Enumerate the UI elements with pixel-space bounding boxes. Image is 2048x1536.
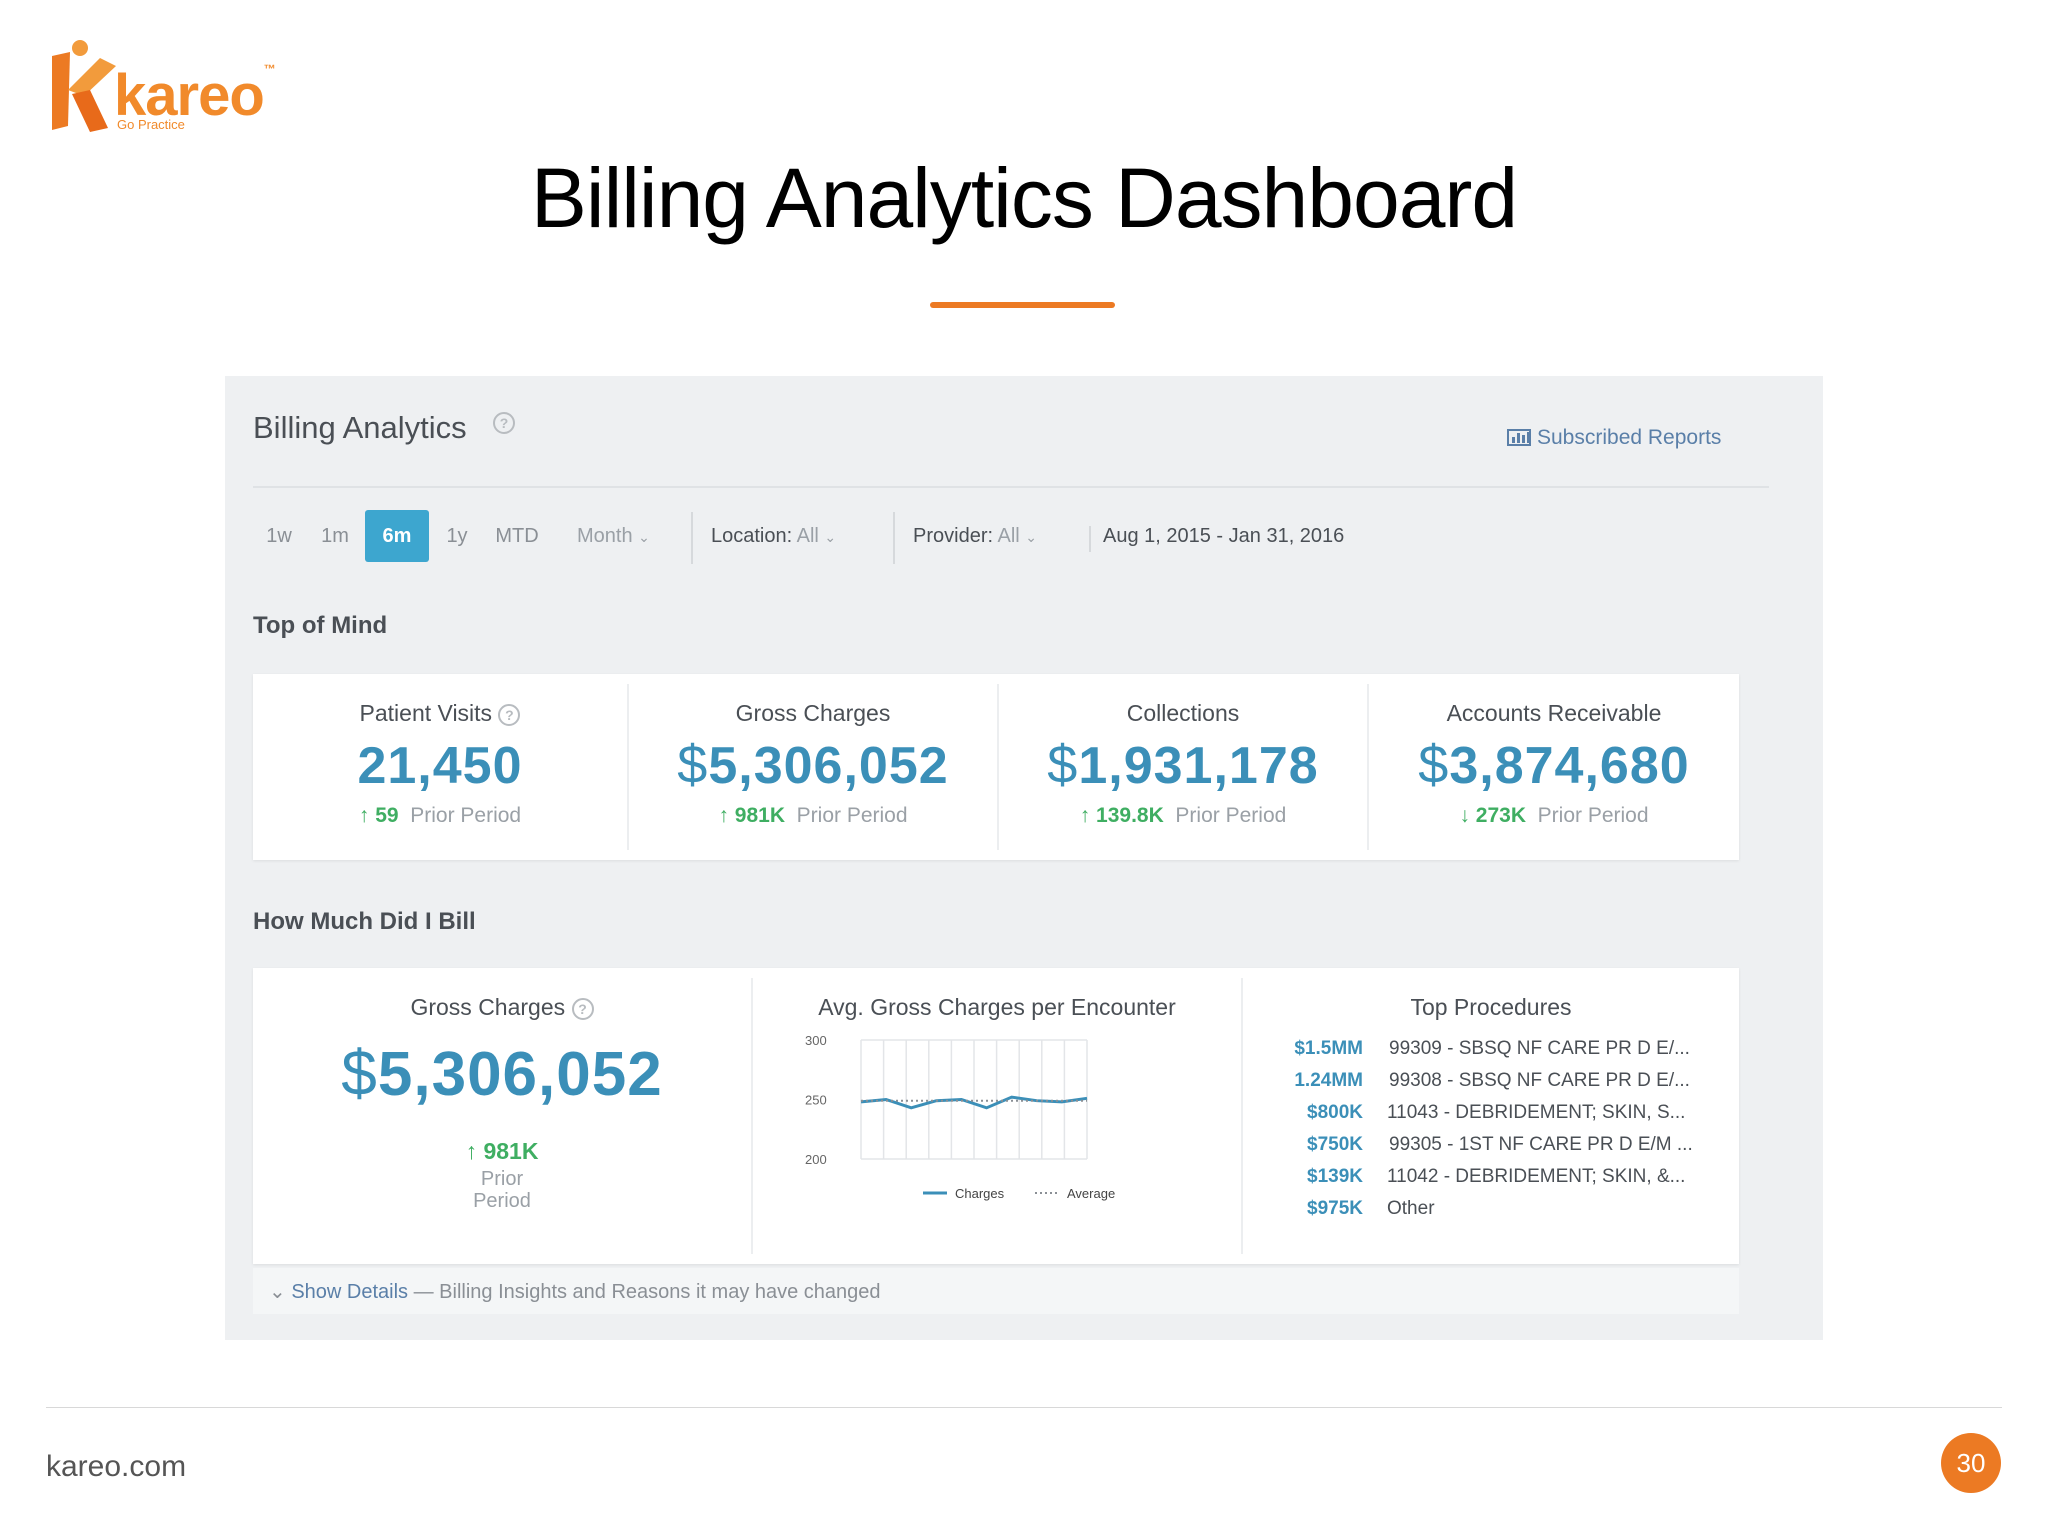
avg-charges-line-chart: 300 250 200 Charges Average — [805, 1034, 1115, 1201]
range-6m-button[interactable]: 6m — [365, 510, 429, 562]
range-mtd-button[interactable]: MTD — [495, 525, 539, 547]
y-tick-label: 300 — [805, 1034, 827, 1048]
chevron-down-icon: ⌄ — [638, 529, 650, 545]
range-1m-button[interactable]: 1m — [321, 525, 349, 547]
kpi-value: $5,306,052 — [677, 735, 949, 795]
kpi-change: ↑ 981K Prior Period — [718, 804, 908, 827]
how-much-heading: How Much Did I Bill — [253, 908, 476, 935]
chevron-down-icon: ⌄ — [269, 1281, 286, 1303]
kareo-k-icon — [52, 40, 116, 132]
kpi-change: ↑ 139.8K Prior Period — [1079, 804, 1287, 827]
kpi-label: Collections — [1126, 700, 1240, 726]
kpi-divider — [627, 684, 629, 850]
kpi-label: Gross Charges — [735, 700, 891, 726]
date-range[interactable]: Aug 1, 2015 - Jan 31, 2016 — [1103, 525, 1345, 547]
kpi-value: 21,450 — [357, 737, 523, 795]
arrow-up-icon: ↑ — [465, 1138, 478, 1164]
gross-charges-label: Gross Charges ? — [253, 994, 751, 1021]
bill-divider — [751, 978, 753, 1254]
kpi-divider — [1367, 684, 1369, 850]
panel-title: Billing Analytics — [253, 410, 467, 445]
kpi-change: ↓ 273K Prior Period — [1459, 804, 1649, 827]
range-1w-button[interactable]: 1w — [266, 525, 292, 547]
help-icon[interactable]: ? — [498, 703, 521, 726]
kpi-change: ↑ 59 Prior Period — [358, 804, 522, 827]
kpi-label: Accounts Receivable — [1446, 700, 1662, 726]
footer-url: kareo.com — [46, 1450, 187, 1483]
arrow-down-icon: ↓ — [1459, 804, 1470, 827]
bar-chart-icon — [1507, 429, 1531, 446]
bill-divider — [1241, 978, 1243, 1254]
title-underline — [930, 302, 1115, 308]
kpi-accounts-receivable: Accounts Receivable $3,874,680 ↓ 273K Pr… — [1369, 674, 1739, 860]
kpi-label: Patient Visits ? — [253, 700, 627, 727]
footer-divider — [46, 1407, 2002, 1408]
bill-card-row: Gross Charges ? $5,306,052 ↑ 981K Prior … — [253, 968, 1739, 1264]
show-details-bar[interactable]: ⌄ Show Details — Billing Insights and Re… — [253, 1268, 1739, 1314]
range-1y-button[interactable]: 1y — [446, 525, 468, 547]
kpi-collections: Collections $1,931,178 ↑ 139.8K Prior Pe… — [999, 674, 1367, 860]
top-procedures-title: Top Procedures — [1410, 994, 1572, 1020]
kpi-divider — [997, 684, 999, 850]
chevron-down-icon: ⌄ — [1025, 529, 1038, 545]
top-procedures-card: Top Procedures $1.5MM 99309 - SBSQ NF CAR… — [1243, 968, 1739, 1264]
arrow-up-icon: ↑ — [718, 804, 729, 827]
logo-wordmark: kareo™ — [114, 62, 276, 128]
chart-title: Avg. Gross Charges per Encounter — [818, 994, 1176, 1020]
page-number-badge: 30 — [1941, 1433, 2001, 1493]
gross-charges-change: ↑ 981K — [465, 1138, 539, 1164]
location-select[interactable]: Location: All ⌄ — [711, 525, 837, 547]
subscribed-reports-label: Subscribed Reports — [1537, 426, 1722, 449]
avg-charges-chart-card: Avg. Gross Charges per Encounter 300 250 2… — [753, 968, 1241, 1264]
legend-label-charges: Charges — [955, 1186, 1005, 1201]
filter-separator — [691, 512, 693, 564]
arrow-up-icon: ↑ — [1079, 804, 1091, 827]
kpi-value: $1,931,178 — [1047, 735, 1319, 795]
kpi-patient-visits: Patient Visits ? 21,450 ↑ 59 Prior Perio… — [253, 674, 627, 860]
details-description: — Billing Insights and Reasons it may ha… — [408, 1281, 881, 1303]
kareo-logo: kareo™ Go Practice — [44, 34, 276, 134]
period-select[interactable]: Month ⌄ — [577, 525, 650, 547]
billing-analytics-panel: Billing Analytics ? Subscribed Reports 1… — [225, 376, 1823, 1340]
slide-title: Billing Analytics Dashboard — [530, 151, 1518, 245]
subscribed-reports-link[interactable]: Subscribed Reports — [1507, 426, 1721, 450]
logo-tagline: Go Practice — [117, 117, 185, 132]
series-line-charges — [860, 1095, 1088, 1110]
top-of-mind-heading: Top of Mind — [253, 612, 388, 639]
filter-separator — [893, 512, 895, 564]
help-icon[interactable]: ? — [571, 997, 594, 1020]
kpi-card-row: Patient Visits ? 21,450 ↑ 59 Prior Perio… — [253, 674, 1739, 860]
help-icon[interactable]: ? — [493, 412, 515, 434]
y-tick-label: 250 — [805, 1093, 827, 1108]
gross-charges-card: Gross Charges ? $5,306,052 ↑ 981K Prior … — [253, 968, 751, 1264]
panel-divider — [253, 486, 1769, 488]
show-details-link[interactable]: Show Details — [291, 1281, 409, 1303]
filter-separator — [1089, 526, 1091, 552]
show-details-text[interactable]: ⌄ Show Details — Billing Insights and Re… — [269, 1279, 881, 1304]
y-tick-label: 200 — [805, 1152, 827, 1167]
kpi-value: $3,874,680 — [1418, 735, 1690, 795]
provider-select[interactable]: Provider: All ⌄ — [913, 525, 1038, 547]
legend-label-average: Average — [1067, 1186, 1115, 1201]
arrow-up-icon: ↑ — [358, 804, 370, 827]
prior-period-label: Prior Period — [473, 1168, 531, 1212]
gross-charges-value: $5,306,052 — [341, 1037, 663, 1109]
kpi-gross-charges: Gross Charges $5,306,052 ↑ 981K Prior Pe… — [629, 674, 997, 860]
chevron-down-icon: ⌄ — [824, 529, 837, 545]
